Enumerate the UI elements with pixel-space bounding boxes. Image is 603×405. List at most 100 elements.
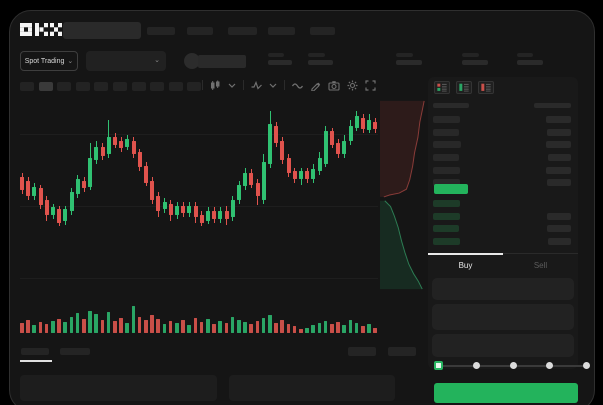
orderbook-row[interactable] (428, 176, 578, 189)
amount-placeholder (546, 141, 571, 149)
candle-body (274, 125, 279, 143)
volume-bar (187, 325, 191, 333)
timeframe-button[interactable] (112, 82, 127, 91)
timeframe-button[interactable] (75, 82, 90, 91)
amount-placeholder (547, 179, 571, 187)
candles-layer[interactable] (20, 101, 380, 291)
gridline (20, 278, 378, 279)
orderbook-row[interactable] (428, 138, 578, 151)
pair-selector-dropdown[interactable]: ⌄ (86, 51, 166, 71)
orderbook-row[interactable] (428, 235, 578, 248)
nav-item-placeholder[interactable] (310, 27, 335, 35)
settings-icon[interactable] (347, 80, 358, 91)
order-amount-field[interactable] (432, 304, 574, 330)
orderbook-row[interactable] (428, 126, 578, 139)
volume-bar (125, 323, 129, 333)
orderbook-header-amount (534, 103, 571, 108)
market-type-dropdown[interactable]: Spot Trading ⌄ (20, 51, 78, 71)
timeframe-button[interactable] (187, 82, 202, 91)
volume-bar (75, 313, 80, 333)
slider-step-dot[interactable] (472, 362, 480, 369)
market-type-label: Spot Trading (24, 57, 65, 65)
price-placeholder (433, 179, 460, 187)
chart-tools (202, 79, 376, 91)
amount-slider[interactable] (434, 361, 590, 370)
candle-style-icon[interactable] (210, 80, 221, 91)
slider-handle[interactable] (434, 361, 443, 370)
timeframe-button[interactable] (168, 82, 183, 91)
nav-item-placeholder[interactable] (268, 27, 295, 35)
slider-step-dot[interactable] (546, 362, 554, 369)
bottom-tab-placeholder[interactable] (21, 348, 49, 355)
book-bids-icon[interactable] (456, 81, 472, 94)
orderbook-row[interactable] (428, 164, 578, 177)
volume-bar (206, 319, 210, 333)
candle-body (330, 131, 334, 145)
okx-logo[interactable] (20, 23, 62, 36)
volume-bar (292, 326, 297, 333)
nav-item-placeholder[interactable] (147, 27, 175, 35)
buy-submit-button[interactable] (434, 383, 578, 403)
orderbook-header-price (433, 103, 469, 108)
asks-list (428, 113, 578, 189)
candle-body (100, 146, 105, 157)
volume-bar (51, 321, 55, 333)
nav-item-placeholder[interactable] (187, 27, 213, 35)
price-placeholder (433, 128, 459, 136)
candle-body (131, 140, 136, 155)
draw-icon[interactable] (310, 80, 321, 91)
price-placeholder (433, 212, 460, 220)
bottom-tab-placeholder[interactable] (60, 348, 90, 355)
volume-bar (311, 325, 315, 333)
candle-body (181, 205, 186, 214)
nav-item-placeholder[interactable] (228, 27, 257, 35)
timeframe-button[interactable] (94, 82, 109, 91)
order-price-field[interactable] (432, 278, 574, 300)
volume-bar (137, 317, 142, 333)
slider-step-dot[interactable] (583, 362, 590, 369)
volume-bar (354, 323, 359, 333)
candle-body (367, 120, 372, 130)
candle-body (243, 173, 248, 187)
orderbook-row[interactable] (428, 222, 578, 235)
orderbook-row[interactable] (428, 151, 578, 164)
candle-body (26, 180, 31, 196)
fullscreen-icon[interactable] (365, 79, 376, 91)
chevron-down-icon[interactable] (228, 81, 236, 89)
last-price-highlight[interactable] (434, 184, 468, 194)
book-asks-icon[interactable] (478, 81, 494, 94)
indicator-icon[interactable] (251, 80, 262, 91)
timeframe-button[interactable] (131, 82, 146, 91)
timeframe-button[interactable] (150, 82, 165, 91)
depth-chart (380, 99, 428, 291)
candle-body (156, 196, 161, 212)
slider-step-dot[interactable] (509, 362, 517, 369)
bottom-action-placeholder[interactable] (388, 347, 416, 356)
candle-body (323, 131, 328, 164)
book-both-icon[interactable] (434, 81, 450, 94)
price-placeholder (433, 200, 460, 207)
line-style-icon[interactable] (292, 80, 303, 91)
tab-sell[interactable]: Sell (533, 261, 548, 270)
camera-icon[interactable] (328, 80, 340, 91)
timeframe-button[interactable] (57, 82, 72, 91)
tab-buy[interactable]: Buy (458, 261, 473, 270)
volume-bar (144, 320, 148, 333)
candle-body (261, 161, 266, 200)
volume-bar (305, 328, 309, 333)
search-input[interactable] (63, 22, 141, 39)
divider (243, 80, 244, 90)
orderbook-row[interactable] (428, 210, 578, 223)
timeframe-button[interactable] (38, 82, 53, 91)
candle-body (305, 171, 310, 179)
orderbook-row[interactable] (428, 197, 578, 210)
candle-body (342, 140, 347, 155)
timeframe-button[interactable] (20, 82, 34, 91)
chevron-down-icon[interactable] (269, 81, 277, 89)
order-total-field[interactable] (432, 334, 574, 357)
bottom-action-placeholder[interactable] (348, 347, 376, 356)
candle-body (162, 201, 167, 210)
volume-bar (317, 323, 322, 333)
orderbook-row[interactable] (428, 113, 578, 126)
